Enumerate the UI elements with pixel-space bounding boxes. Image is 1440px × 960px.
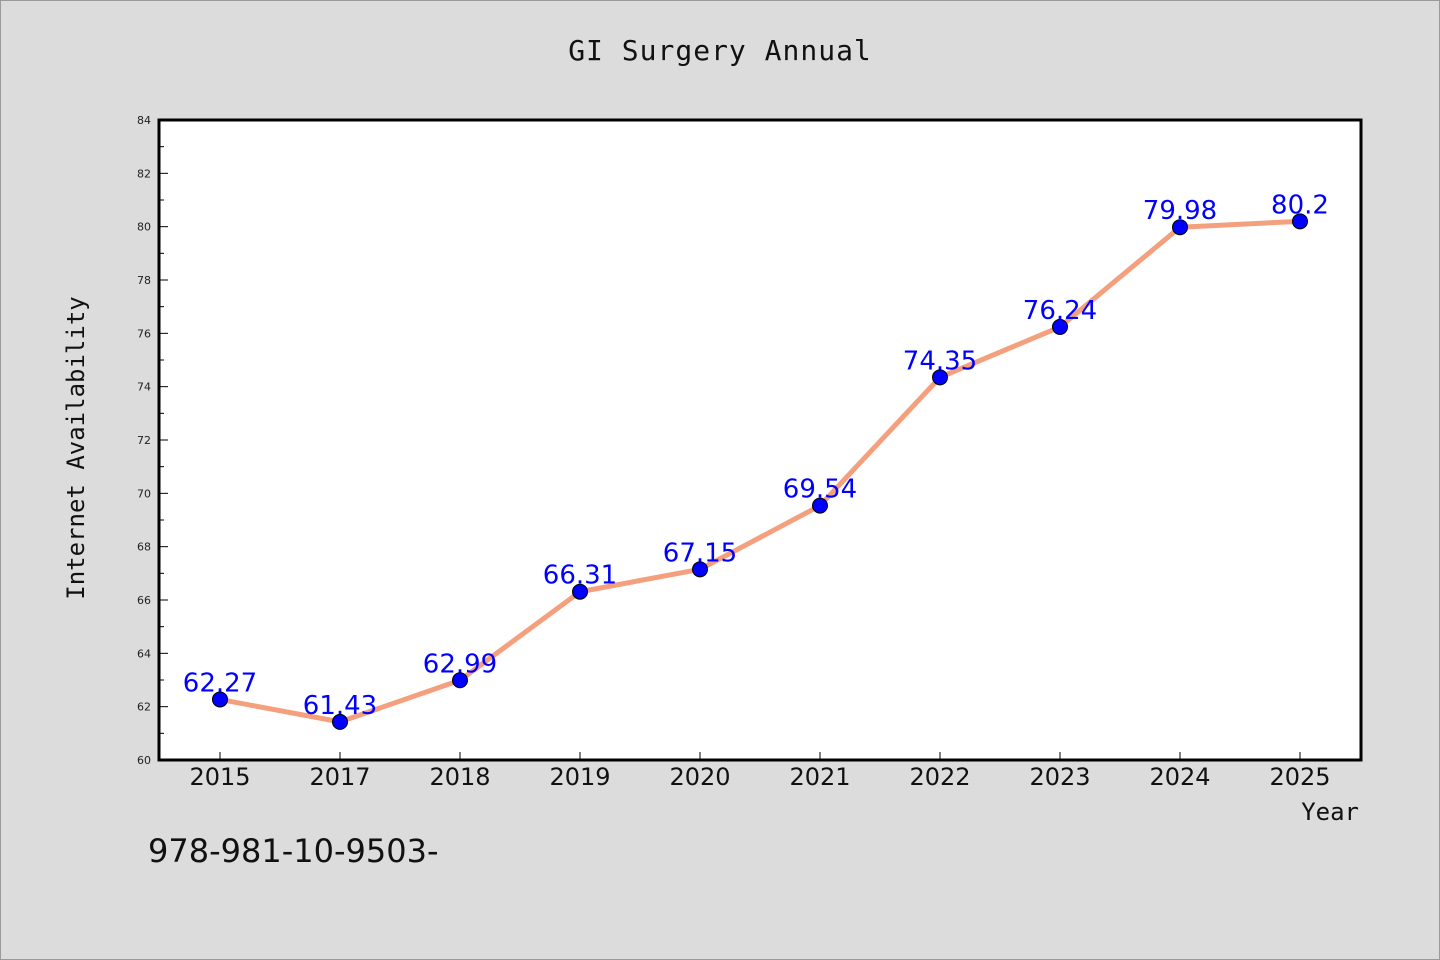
y-axis-ticks: 60 62 64 66 68 70 72 74 76 78 80 82 84 [137, 114, 168, 767]
data-point-marker [1052, 318, 1068, 335]
data-markers [212, 213, 1308, 730]
chart-title: GI Surgery Annual [568, 34, 872, 67]
y-axis-label: Internet Availability [62, 296, 90, 599]
data-point-marker [572, 583, 588, 600]
data-point-marker [452, 672, 468, 689]
y-tick-label: 80 [137, 221, 151, 234]
y-tick-label: 84 [137, 114, 151, 127]
data-point-marker [1292, 213, 1308, 230]
data-label: 62.27 [183, 668, 257, 698]
x-tick-label: 2017 [309, 763, 370, 791]
y-tick-label: 72 [137, 434, 151, 447]
y-tick-label: 74 [137, 381, 151, 394]
data-label: 76.24 [1023, 296, 1097, 326]
y-tick-label: 78 [137, 274, 151, 287]
x-tick-label: 2015 [189, 763, 250, 791]
x-tick-label: 2018 [429, 763, 490, 791]
x-axis-ticks: 2015 2017 2018 2019 2020 2021 2022 2023 2024 2025 [189, 752, 1331, 791]
data-point-marker [332, 713, 348, 730]
y-tick-label: 76 [137, 327, 151, 340]
data-label: 80.2 [1271, 190, 1329, 220]
data-point-marker [812, 497, 828, 514]
data-labels: 62.27 61.43 62.99 66.31 67.15 69.54 74.35 76.24… [183, 190, 1329, 721]
x-axis-label: Year [1301, 798, 1359, 826]
y-tick-label: 66 [137, 594, 151, 607]
plot-area [157, 118, 1363, 762]
x-tick-label: 2024 [1149, 763, 1210, 791]
x-tick-label: 2020 [669, 763, 730, 791]
y-tick-label: 70 [137, 487, 151, 500]
data-point-marker [212, 691, 228, 708]
x-tick-label: 2019 [549, 763, 610, 791]
x-tick-label: 2021 [789, 763, 850, 791]
data-label: 69.54 [783, 475, 857, 505]
y-tick-label: 68 [137, 541, 151, 554]
footer-code: 978-981-10-9503- [148, 832, 439, 870]
data-label: 79.98 [1143, 196, 1217, 226]
data-label: 61.43 [303, 691, 377, 721]
data-label: 66.31 [543, 561, 617, 591]
data-label: 67.15 [663, 538, 737, 568]
data-point-marker [692, 561, 708, 578]
data-point-marker [1172, 219, 1188, 236]
x-tick-label: 2025 [1269, 763, 1330, 791]
data-point-marker [932, 369, 948, 386]
data-label: 62.99 [423, 649, 497, 679]
x-tick-label: 2022 [909, 763, 970, 791]
y-tick-label: 62 [137, 701, 151, 714]
x-tick-label: 2023 [1029, 763, 1090, 791]
y-tick-label: 60 [137, 754, 151, 767]
data-label: 74.35 [903, 346, 977, 376]
y-tick-label: 82 [137, 167, 151, 180]
y-tick-label: 64 [137, 647, 151, 660]
series-line [219, 218, 1301, 725]
